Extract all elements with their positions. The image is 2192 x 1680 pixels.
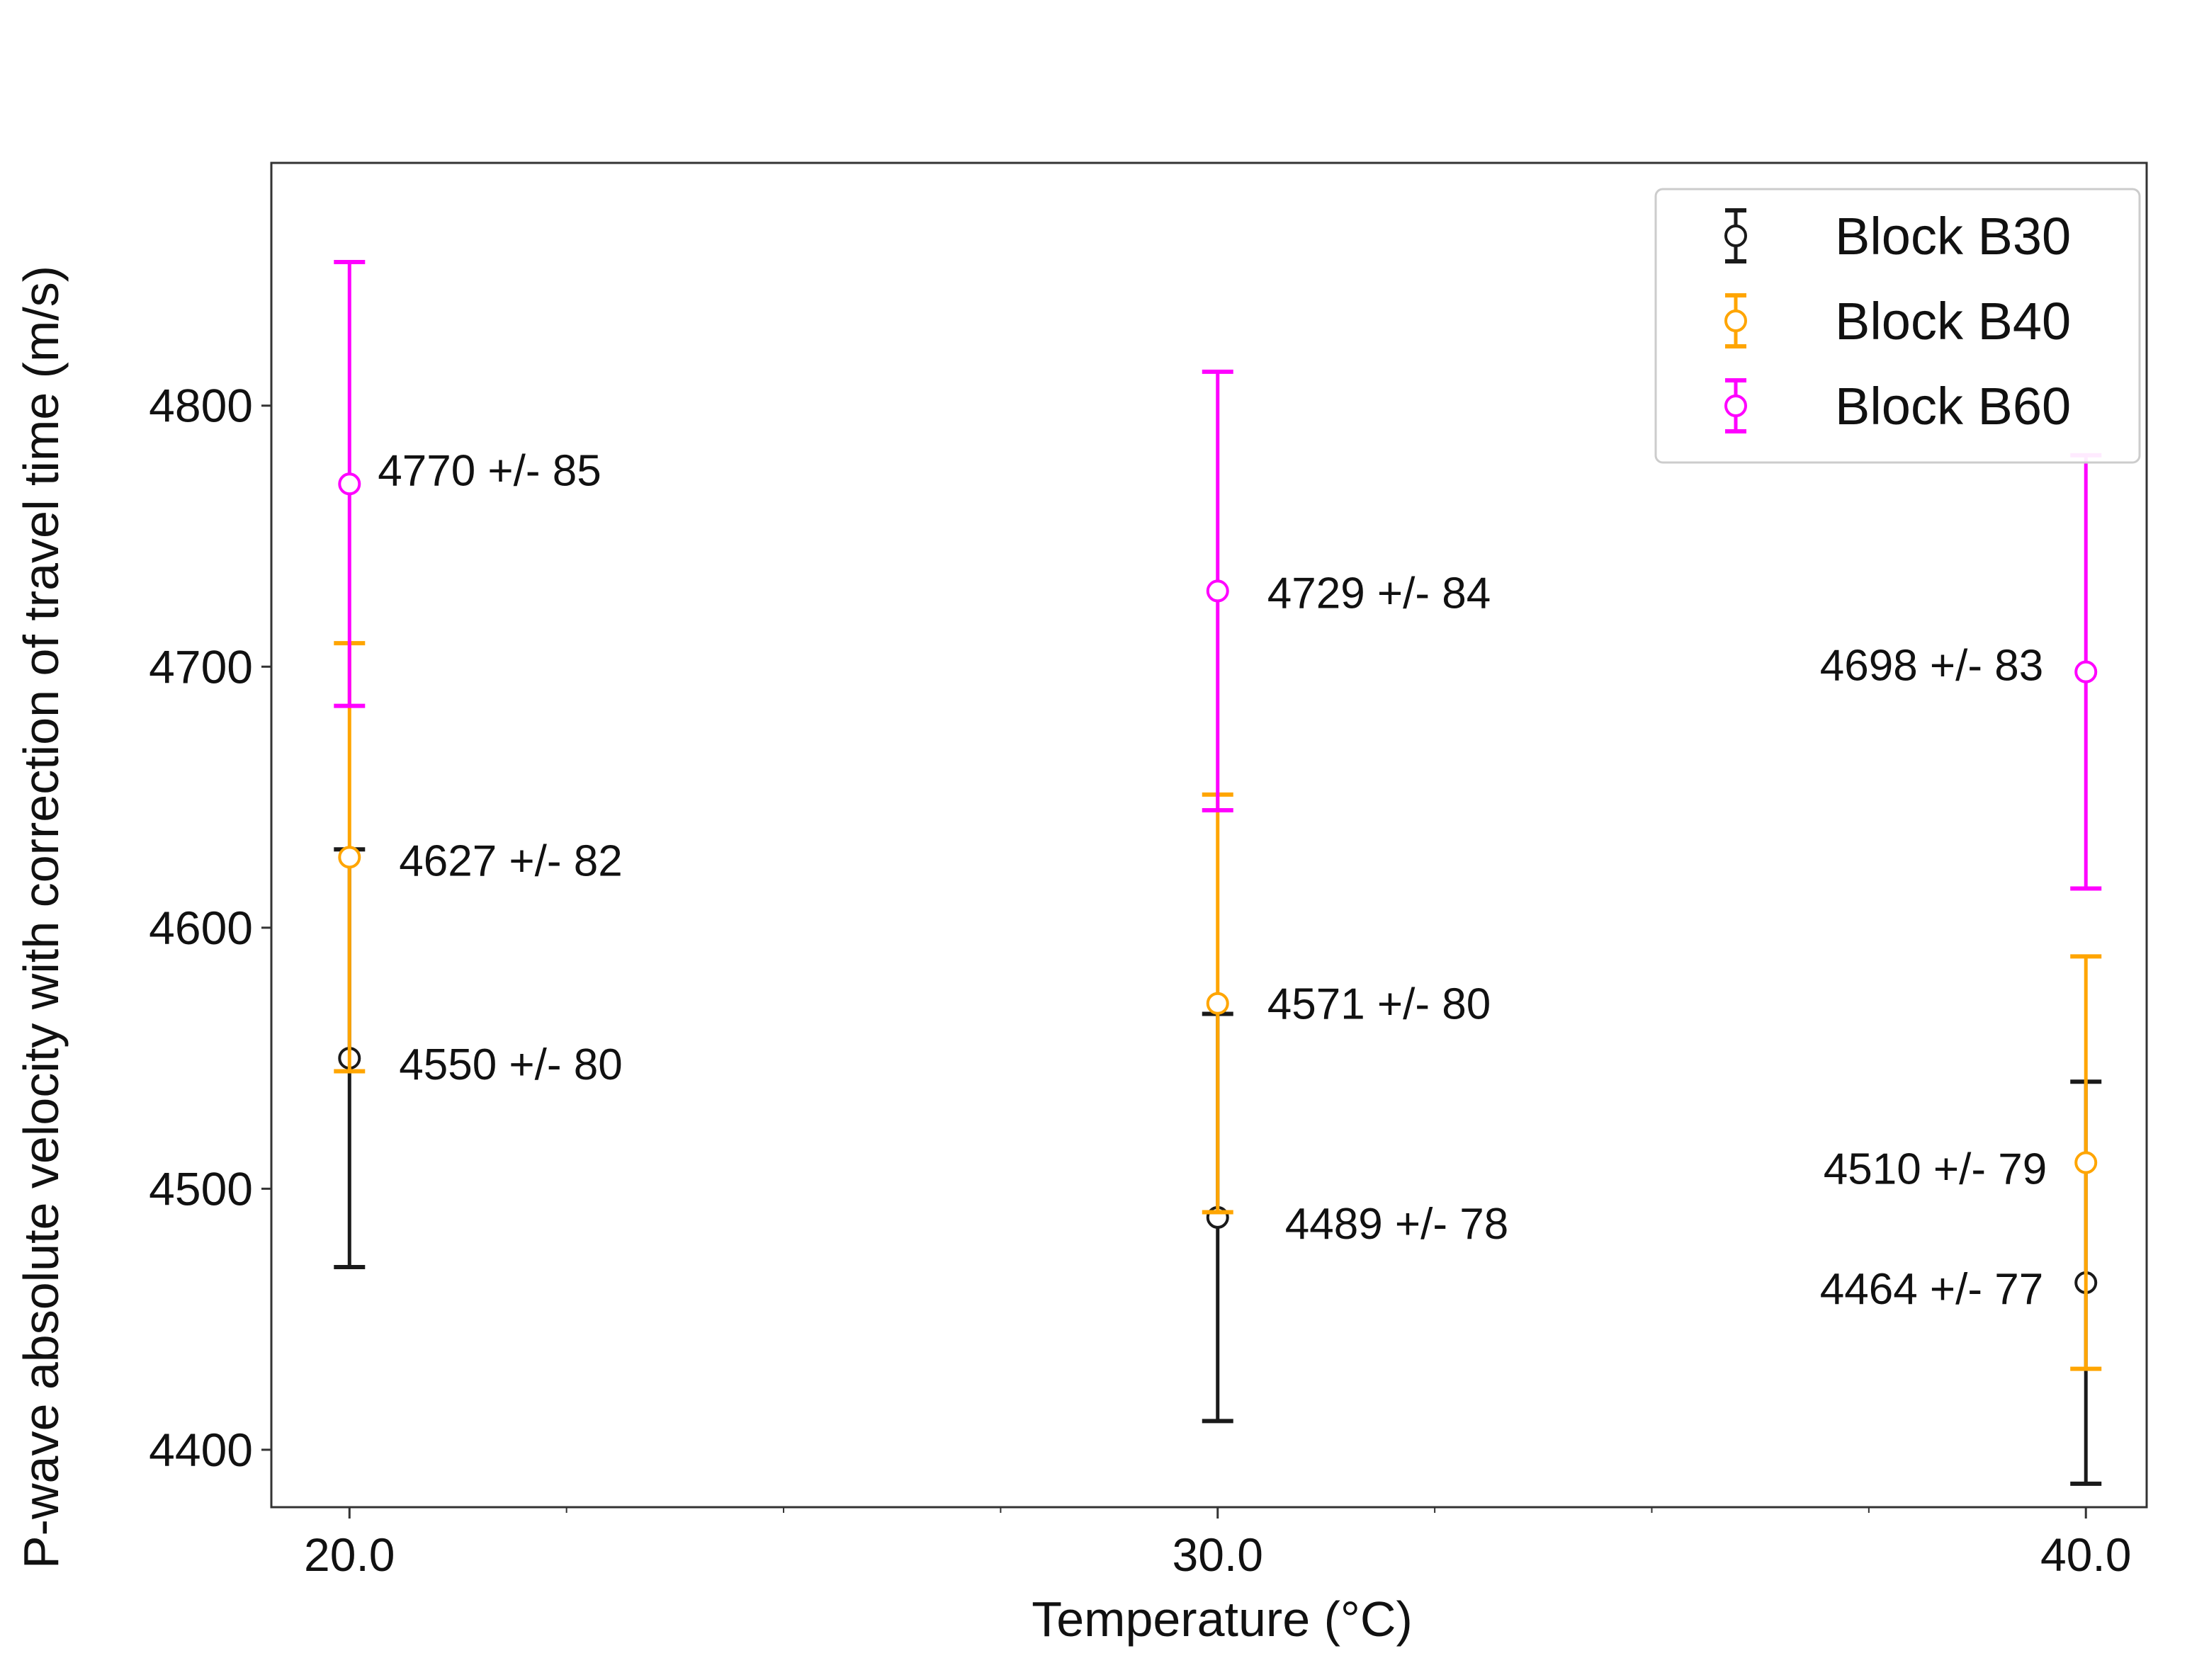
data-point	[1206, 579, 1229, 603]
data-label: 4550 +/- 80	[399, 1040, 622, 1089]
data-point	[338, 846, 361, 869]
data-label: 4464 +/- 77	[1820, 1265, 2043, 1314]
x-tick-label: 20.0	[304, 1528, 395, 1581]
legend-item: Block B30	[1724, 207, 2071, 266]
data-point	[1206, 992, 1229, 1015]
data-point	[2074, 1151, 2098, 1174]
plot-area: 4400 4500 4600 4700 4800 20.0 30.0 40.0 4550 +/-…	[149, 161, 2148, 1581]
data-label: 4510 +/- 79	[1824, 1145, 2047, 1194]
y-tick-label: 4400	[149, 1424, 253, 1476]
data-label: 4729 +/- 84	[1267, 569, 1491, 618]
plot-frame	[270, 161, 2148, 1509]
legend-item: Block B40	[1724, 292, 2071, 351]
y-tick-label: 4500	[149, 1162, 253, 1215]
x-axis-title: Temperature (°C)	[1032, 1591, 1413, 1647]
data-label: 4770 +/- 85	[378, 446, 601, 495]
y-tick-label: 4600	[149, 902, 253, 954]
legend-label: Block B60	[1835, 377, 2071, 436]
data-point	[338, 472, 361, 496]
y-tick-label: 4700	[149, 640, 253, 693]
legend-frame	[1654, 188, 2141, 464]
legend: Block B30 Block B40 Block B60	[1654, 188, 2141, 464]
y-axis-title: P-wave absolute velocity with correction…	[13, 266, 69, 1569]
y-tick-label: 4800	[149, 380, 253, 432]
legend-marker	[1724, 225, 1747, 247]
legend-label: Block B40	[1835, 292, 2071, 351]
series-block-b60: 4770 +/- 85 4729 +/- 84 4698 +/- 83	[334, 260, 2102, 891]
data-point	[2074, 660, 2098, 683]
series-block-b40: 4627 +/- 82 4571 +/- 80 4510 +/- 79	[334, 641, 2102, 1371]
data-label: 4489 +/- 78	[1285, 1200, 1508, 1249]
x-tick-label: 30.0	[1173, 1528, 1263, 1581]
data-label: 4571 +/- 80	[1267, 980, 1491, 1029]
x-tick-label: 40.0	[2040, 1528, 2131, 1581]
legend-marker	[1724, 310, 1747, 332]
data-label: 4627 +/- 82	[399, 836, 622, 885]
legend-marker	[1724, 395, 1747, 417]
legend-label: Block B30	[1835, 207, 2071, 266]
legend-item: Block B60	[1724, 377, 2071, 436]
data-label: 4698 +/- 83	[1820, 642, 2043, 691]
